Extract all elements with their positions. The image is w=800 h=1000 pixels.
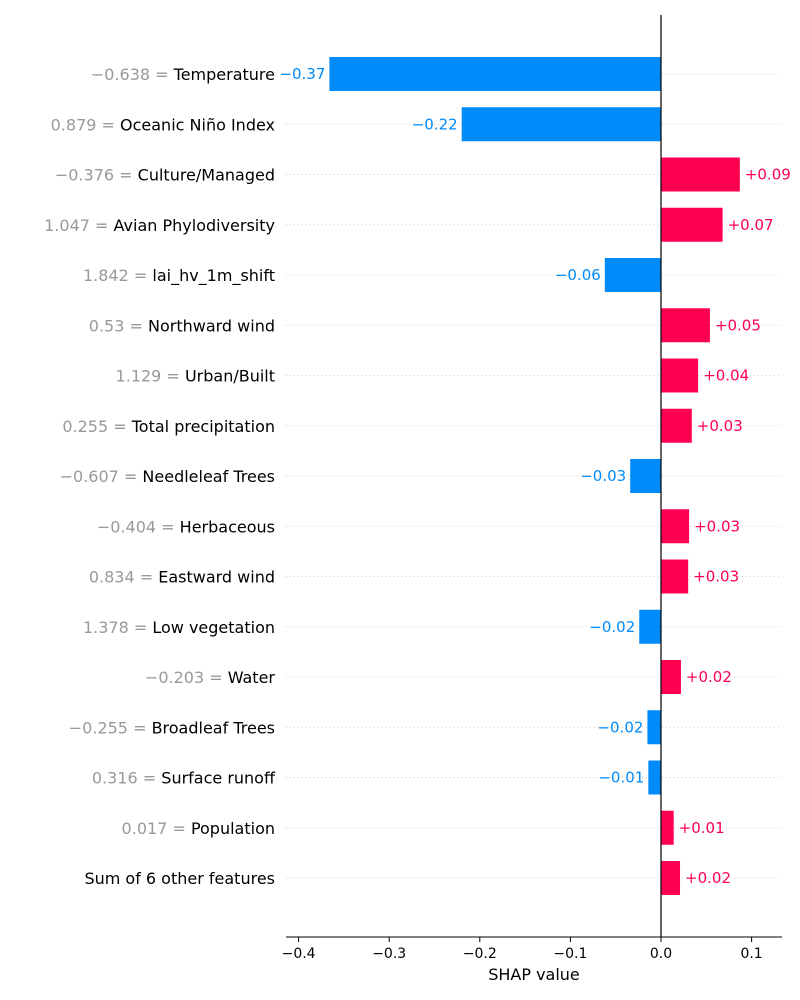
bar-value-label: +0.03 (694, 517, 740, 535)
feature-name: Oceanic Niño Index (120, 115, 275, 134)
shap-bar (661, 207, 723, 242)
feature-label: 0.879 = Oceanic Niño Index (51, 115, 275, 134)
feature-value: −0.638 = (91, 65, 174, 84)
bar-value-label: +0.01 (679, 819, 725, 837)
feature-value: 0.017 = (122, 819, 191, 838)
bar-value-label: +0.09 (745, 166, 791, 184)
bar-value-label: +0.03 (697, 417, 743, 435)
feature-name: Low vegetation (152, 618, 275, 637)
shap-bar (639, 609, 661, 644)
shap-bar (661, 660, 681, 694)
shap-bar (661, 861, 681, 895)
feature-label: 0.316 = Surface runoff (92, 769, 276, 788)
feature-name: Temperature (173, 65, 275, 84)
shap-bar (661, 157, 740, 192)
feature-value: 0.834 = (89, 568, 158, 587)
feature-value: 0.879 = (51, 115, 120, 134)
x-tick-label: 0.1 (740, 946, 762, 962)
feature-label: 0.017 = Population (122, 819, 275, 838)
feature-value: −0.607 = (60, 467, 143, 486)
feature-value: 0.316 = (92, 769, 161, 788)
shap-bar (661, 559, 689, 594)
bar-value-label: −0.37 (279, 65, 325, 83)
feature-label: −0.255 = Broadleaf Trees (69, 718, 275, 737)
feature-name: Water (228, 668, 276, 687)
shap-bar (630, 459, 661, 493)
feature-value: 0.255 = (62, 417, 131, 436)
feature-name: Surface runoff (161, 769, 276, 788)
feature-value: 0.53 = (89, 316, 148, 335)
feature-value: 1.047 = (44, 216, 113, 235)
feature-label: Sum of 6 other features (84, 869, 275, 888)
bar-value-label: −0.02 (597, 718, 643, 736)
bar-value-label: −0.22 (412, 115, 458, 133)
shap-bar (604, 258, 661, 292)
bar-value-label: −0.06 (555, 266, 601, 284)
feature-value: 1.842 = (83, 266, 152, 285)
x-axis: −0.4 −0.3 −0.2 −0.1 0.0 0.1 (282, 936, 782, 962)
x-tick-label: 0.0 (650, 946, 672, 962)
feature-value: 1.378 = (83, 618, 152, 637)
feature-label: −0.203 = Water (145, 668, 276, 687)
shap-bar (661, 408, 692, 443)
x-tick-label: −0.4 (282, 946, 316, 962)
shap-bar (661, 358, 699, 393)
feature-label: 1.047 = Avian Phylodiversity (44, 216, 275, 235)
shap-bar (661, 509, 690, 544)
feature-labels: −0.638 = Temperature 0.879 = Oceanic Niño… (44, 65, 276, 888)
bar-value-label: +0.05 (715, 316, 761, 334)
feature-name: Culture/Managed (138, 166, 275, 185)
feature-value: −0.203 = (145, 668, 228, 687)
shap-bar (661, 810, 674, 845)
feature-label: 1.378 = Low vegetation (83, 618, 275, 637)
bar-value-label: +0.07 (728, 216, 774, 234)
x-tick-label: −0.2 (463, 946, 497, 962)
feature-name: lai_hv_1m_shift (152, 266, 275, 286)
x-tick-label: −0.1 (553, 946, 587, 962)
feature-name: Herbaceous (180, 517, 275, 536)
feature-value: 1.129 = (116, 367, 185, 386)
bar-value-label: +0.04 (703, 367, 749, 385)
bar-value-label: −0.03 (580, 467, 626, 485)
feature-label: −0.638 = Temperature (91, 65, 275, 84)
feature-name: Urban/Built (185, 367, 275, 386)
feature-name: Population (191, 819, 275, 838)
feature-value: −0.404 = (97, 517, 180, 536)
bar-value-label: +0.02 (685, 869, 731, 887)
feature-name: Needleleaf Trees (142, 467, 275, 486)
feature-name: Northward wind (148, 316, 275, 335)
x-axis-title: SHAP value (488, 965, 580, 984)
bar-value-label: +0.02 (686, 668, 732, 686)
feature-label: 0.255 = Total precipitation (62, 417, 275, 436)
feature-value: −0.255 = (69, 718, 152, 737)
feature-value: −0.376 = (55, 166, 138, 185)
bar-value-label: −0.01 (598, 769, 644, 787)
feature-name: Avian Phylodiversity (114, 216, 275, 235)
shap-bar (329, 57, 661, 91)
shap-bar (461, 107, 661, 142)
feature-name: Total precipitation (131, 417, 275, 436)
shap-bar (661, 308, 710, 343)
bars: −0.37 −0.22 +0.09 +0.07 −0.06 +0.05 +0.04 +0.03… (279, 15, 791, 937)
feature-label: −0.376 = Culture/Managed (55, 166, 275, 185)
x-tick-label: −0.3 (372, 946, 406, 962)
feature-label: −0.607 = Needleleaf Trees (60, 467, 275, 486)
feature-label: 0.834 = Eastward wind (89, 568, 275, 587)
feature-label: 0.53 = Northward wind (89, 316, 275, 335)
feature-name: Sum of 6 other features (84, 869, 275, 888)
bar-value-label: −0.02 (589, 618, 635, 636)
feature-label: 1.129 = Urban/Built (116, 367, 275, 386)
feature-label: −0.404 = Herbaceous (97, 517, 275, 536)
grid-lines (286, 73, 782, 879)
feature-name: Broadleaf Trees (152, 718, 275, 737)
shap-bar (647, 710, 661, 745)
bar-value-label: +0.03 (693, 568, 739, 586)
feature-label: 1.842 = lai_hv_1m_shift (83, 266, 275, 286)
feature-name: Eastward wind (158, 568, 275, 587)
shap-bar (648, 760, 661, 795)
